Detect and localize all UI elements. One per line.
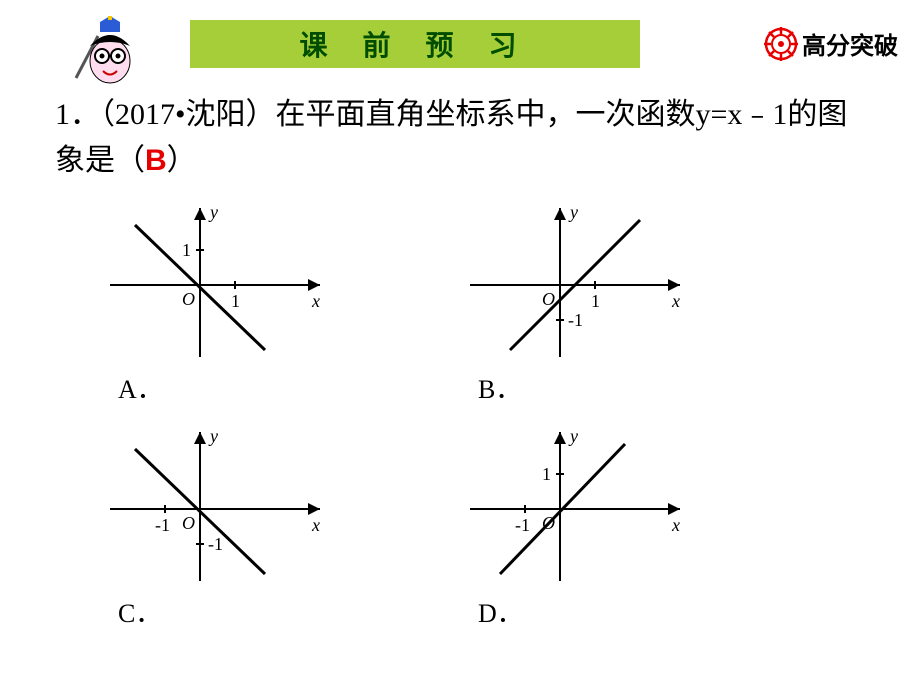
svg-text:-1: -1 [208,534,223,554]
svg-text:-1: -1 [568,310,583,330]
svg-text:1: 1 [231,291,240,311]
svg-text:x: x [311,291,320,311]
svg-text:x: x [671,291,680,311]
svg-text:y: y [568,202,578,222]
option-b-label: B． [478,369,521,406]
svg-text:y: y [568,426,578,446]
svg-text:1: 1 [591,291,600,311]
option-c: Ox y -1 -1 C． [100,424,380,630]
question-text: 1．（2017•沈阳）在平面直角坐标系中，一次函数y=x﹣1的图象是（B） [55,92,865,184]
svg-text:O: O [182,289,195,309]
svg-text:1: 1 [182,240,191,260]
options-grid: Oxy11 A． Oxy1-1 B． Oxy-1-1 C． Oxy-11 D． [100,200,740,630]
option-a-label: A． [118,369,163,406]
brand-icon [764,27,798,61]
option-d-label: D． [478,593,523,630]
brand-logo: 高分突破 [764,26,898,61]
brand-text: 高分突破 [802,26,898,61]
graph-d: Oxy-11 [460,424,690,589]
answer-letter: B [145,144,167,177]
graph-c: Ox y -1 -1 [100,424,330,589]
svg-text:y: y [208,426,218,446]
svg-text:O: O [182,513,195,533]
section-title: 课 前 预 习 [299,24,530,64]
option-d: Oxy-11 D． [460,424,740,630]
svg-text:y: y [208,202,218,222]
svg-text:x: x [311,515,320,535]
svg-text:-1: -1 [515,515,530,535]
option-b: Oxy1-1 B． [460,200,740,406]
svg-text:-1: -1 [155,515,170,535]
svg-text:x: x [671,515,680,535]
mascot-icon [70,6,140,91]
graph-b: Oxy1-1 [460,200,690,365]
question-suffix: ） [167,144,197,177]
svg-text:1: 1 [542,464,551,484]
option-a: Oxy11 A． [100,200,380,406]
option-c-label: C． [118,593,161,630]
section-header: 课 前 预 习 [190,20,640,68]
graph-a: Oxy11 [100,200,330,365]
